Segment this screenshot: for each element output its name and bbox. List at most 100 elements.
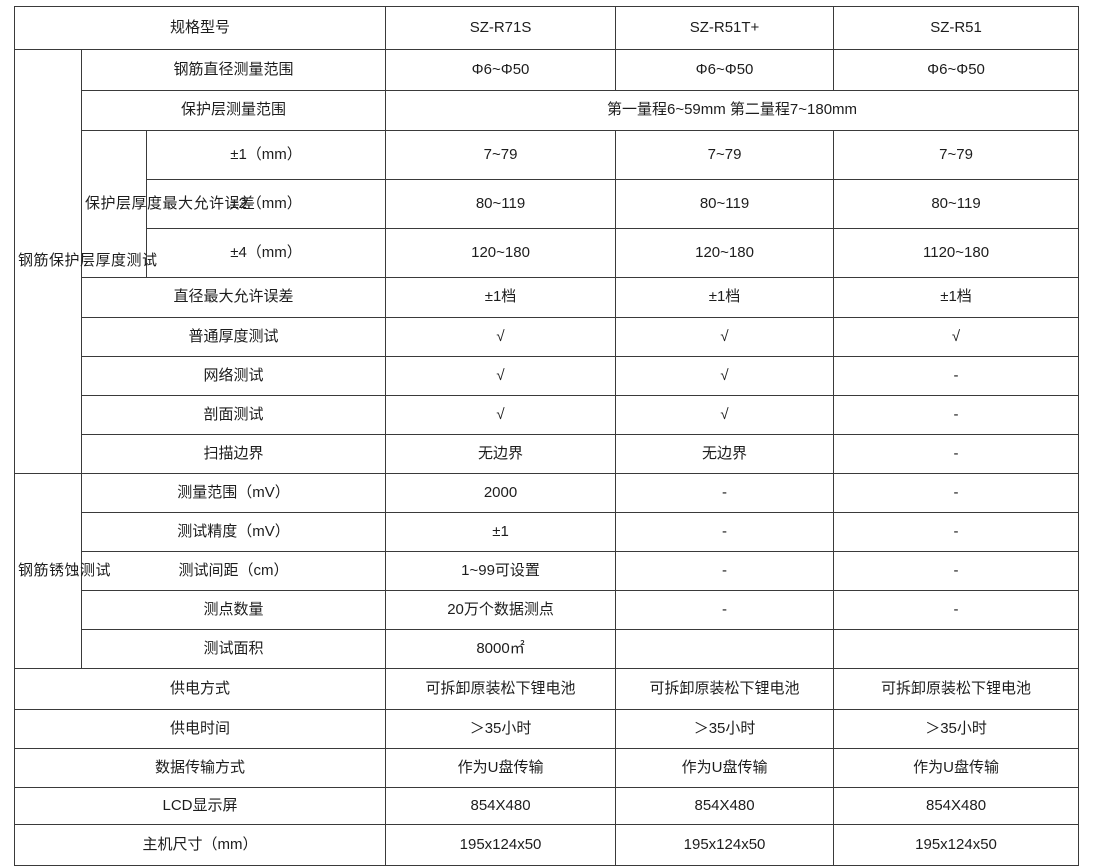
cell-value: ±1档 — [385, 277, 617, 318]
cell-value: 195x124x50 — [615, 824, 835, 866]
table-row: 扫描边界 无边界 无边界 - — [15, 434, 1080, 474]
cell-value: 7~79 — [385, 130, 617, 180]
cell-value: - — [833, 356, 1080, 396]
table-row: 供电方式 可拆卸原装松下锂电池 可拆卸原装松下锂电池 可拆卸原装松下锂电池 — [13, 668, 1080, 710]
cell-value: - — [615, 590, 835, 630]
cell-value: 854X480 — [615, 787, 835, 825]
cell-value: 作为U盘传输 — [385, 748, 617, 788]
cell-value: 7~79 — [615, 130, 835, 180]
header-cell-model: 规格型号 — [13, 6, 387, 50]
cell-value: 20万个数据测点 — [385, 590, 617, 630]
row-label: LCD显示屏 — [13, 787, 387, 825]
row-label: 普通厚度测试 — [80, 317, 387, 357]
cell-value: ±1 — [385, 512, 617, 552]
cell-value: 195x124x50 — [385, 824, 617, 866]
row-label: 网络测试 — [80, 356, 387, 396]
row-label: ±1（mm） — [145, 130, 387, 180]
table-row: 测试精度（mV） ±1 - - — [15, 512, 1080, 552]
cell-value: - — [833, 473, 1080, 513]
cell-value: 80~119 — [833, 179, 1080, 229]
cell-value: 可拆卸原装松下锂电池 — [615, 668, 835, 710]
cell-value-merged: 第一量程6~59mm 第二量程7~180mm — [385, 90, 1080, 131]
row-label: 剖面测试 — [80, 395, 387, 435]
cell-value: √ — [615, 395, 835, 435]
row-label: 测试面积 — [80, 629, 387, 669]
cell-value: - — [615, 551, 835, 591]
cell-value: 7~79 — [833, 130, 1080, 180]
row-label: 数据传输方式 — [13, 748, 387, 788]
row-label: ±2（mm） — [145, 179, 387, 229]
row-label: 供电方式 — [13, 668, 387, 710]
table-row: 网络测试 √ √ - — [15, 356, 1080, 396]
row-label: ±4（mm） — [145, 228, 387, 278]
cell-value: 作为U盘传输 — [615, 748, 835, 788]
cell-value — [615, 629, 835, 669]
row-label: 钢筋直径测量范围 — [80, 49, 387, 91]
table-row: 供电时间 ＞35小时 ＞35小时 ＞35小时 — [13, 709, 1080, 749]
cell-value: ±1档 — [833, 277, 1080, 318]
cell-value: 无边界 — [615, 434, 835, 474]
table-row: LCD显示屏 854X480 854X480 854X480 — [13, 787, 1080, 825]
table-row: 钢筋锈蚀测试 测量范围（mV） 2000 - - — [14, 473, 1080, 669]
cell-value — [833, 629, 1080, 669]
cell-value: 120~180 — [615, 228, 835, 278]
cell-value: √ — [385, 317, 617, 357]
cell-value: √ — [385, 356, 617, 396]
row-label: 保护层测量范围 — [80, 90, 387, 131]
cell-value: 1~99可设置 — [385, 551, 617, 591]
cell-value: √ — [615, 356, 835, 396]
cell-value: √ — [385, 395, 617, 435]
cell-value: 无边界 — [385, 434, 617, 474]
row-label: 扫描边界 — [80, 434, 387, 474]
cell-value: - — [615, 473, 835, 513]
group-header-cover-thickness: 钢筋保护层厚度测试 — [14, 49, 157, 474]
cell-value: ＞35小时 — [615, 709, 835, 749]
cell-value: √ — [833, 317, 1080, 357]
table-row: 保护层测量范围 第一量程6~59mm 第二量程7~180mm — [15, 90, 1080, 131]
table-row: 钢筋保护层厚度测试 钢筋直径测量范围 Φ6~Φ50 Φ6~Φ50 Φ6~Φ50 — [14, 49, 1080, 474]
table-row: 测点数量 20万个数据测点 - - — [15, 590, 1080, 630]
table-row: 主机尺寸（mm） 195x124x50 195x124x50 195x124x5… — [13, 824, 1080, 866]
cell-value: - — [833, 395, 1080, 435]
subgroup-header-tolerance: 保护层厚度最大允许误差 — [81, 130, 255, 278]
cell-value: 854X480 — [833, 787, 1080, 825]
header-cell-model-3: SZ-R51 — [833, 6, 1080, 50]
cell-value: 可拆卸原装松下锂电池 — [833, 668, 1080, 710]
table-row: 剖面测试 √ √ - — [15, 395, 1080, 435]
cell-value: - — [833, 551, 1080, 591]
cell-value: - — [833, 512, 1080, 552]
cell-value: √ — [615, 317, 835, 357]
cell-value: ＞35小时 — [833, 709, 1080, 749]
row-label: 供电时间 — [13, 709, 387, 749]
cell-value: 可拆卸原装松下锂电池 — [385, 668, 617, 710]
cell-value: ±1档 — [615, 277, 835, 318]
spec-table-container: 规格型号 SZ-R71S SZ-R51T+ SZ-R51 钢筋保护层厚度测试 钢… — [13, 6, 1080, 866]
table-row: ±2（mm） 80~119 80~119 80~119 — [15, 179, 1080, 229]
table-row-header: 规格型号 SZ-R71S SZ-R51T+ SZ-R51 — [13, 6, 1080, 50]
table-row: 普通厚度测试 √ √ √ — [15, 317, 1080, 357]
row-label: 直径最大允许误差 — [80, 277, 387, 318]
cell-value: 80~119 — [385, 179, 617, 229]
cell-value: - — [615, 512, 835, 552]
row-label: 主机尺寸（mm） — [13, 824, 387, 866]
cell-value: ＞35小时 — [385, 709, 617, 749]
cell-value: 80~119 — [615, 179, 835, 229]
cell-value: 120~180 — [385, 228, 617, 278]
cell-value: Φ6~Φ50 — [833, 49, 1080, 91]
cell-value: Φ6~Φ50 — [615, 49, 835, 91]
row-label: 测量范围（mV） — [80, 473, 387, 513]
cell-value: - — [833, 590, 1080, 630]
cell-value: Φ6~Φ50 — [385, 49, 617, 91]
table-row: 直径最大允许误差 ±1档 ±1档 ±1档 — [15, 277, 1080, 318]
row-label: 测试精度（mV） — [80, 512, 387, 552]
group-header-corrosion: 钢筋锈蚀测试 — [14, 473, 111, 669]
cell-value: 8000㎡ — [385, 629, 617, 669]
header-cell-model-2: SZ-R51T+ — [615, 6, 835, 50]
header-cell-model-1: SZ-R71S — [385, 6, 617, 50]
table-row: 保护层厚度最大允许误差 ±1（mm） 7~79 7~79 7~79 — [15, 130, 1080, 278]
product-specification-table: 规格型号 SZ-R71S SZ-R51T+ SZ-R51 钢筋保护层厚度测试 钢… — [13, 6, 1080, 866]
cell-value: 195x124x50 — [833, 824, 1080, 866]
cell-value: 2000 — [385, 473, 617, 513]
table-row: 数据传输方式 作为U盘传输 作为U盘传输 作为U盘传输 — [13, 748, 1080, 788]
table-row: 测试间距（cm） 1~99可设置 - - — [15, 551, 1080, 591]
